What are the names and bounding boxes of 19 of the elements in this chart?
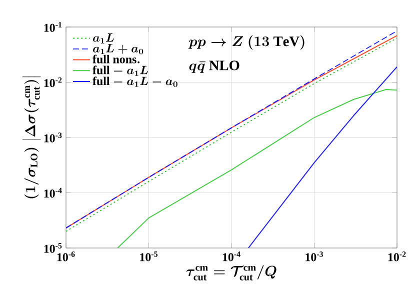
y-axis-title: $(1/\sigma_{\rm LO})\,\left|\Delta\sigma(\tau_{\rm cut}^{\rm cm})\right|$ xyxy=(22,76,41,198)
x-tick-label: 10$^{-3}$ xyxy=(306,252,324,262)
legend-label: $a_1L$ xyxy=(93,33,114,44)
y-tick-label: 10$^{-5}$ xyxy=(44,243,62,253)
x-tick-label: 10$^{-5}$ xyxy=(140,252,158,262)
y-tick-label: 10$^{-3}$ xyxy=(44,132,62,142)
legend-label: $\mathrm{full}-a_1L-a_0$ xyxy=(92,76,178,87)
x-axis-title: $\tau_{\rm cut}^{\rm cm} = \mathcal{T}_{\rm cut}^{\rm cm}/Q$ xyxy=(186,265,276,280)
x-tick-label: 10$^{-4}$ xyxy=(222,252,240,262)
annotation: $q\bar q\ \mathrm{NLO}$ xyxy=(189,60,240,73)
y-tick-label: 10$^{-4}$ xyxy=(44,188,62,198)
y-tick-label: 10$^{-2}$ xyxy=(44,77,62,88)
legend-label: $\mathrm{full\ nons.}$ xyxy=(92,54,140,64)
annotation: $pp \to Z\ (13\ \mathrm{TeV})$ xyxy=(188,35,304,50)
x-tick-label: 10$^{-2}$ xyxy=(388,252,406,262)
legend-label: $\mathrm{full}-a_1L$ xyxy=(92,66,148,76)
y-tick-label: 10$^{-1}$ xyxy=(44,22,62,32)
legend-label: $a_1L+a_0$ xyxy=(93,44,144,54)
x-tick-label: 10$^{-6}$ xyxy=(57,252,75,262)
